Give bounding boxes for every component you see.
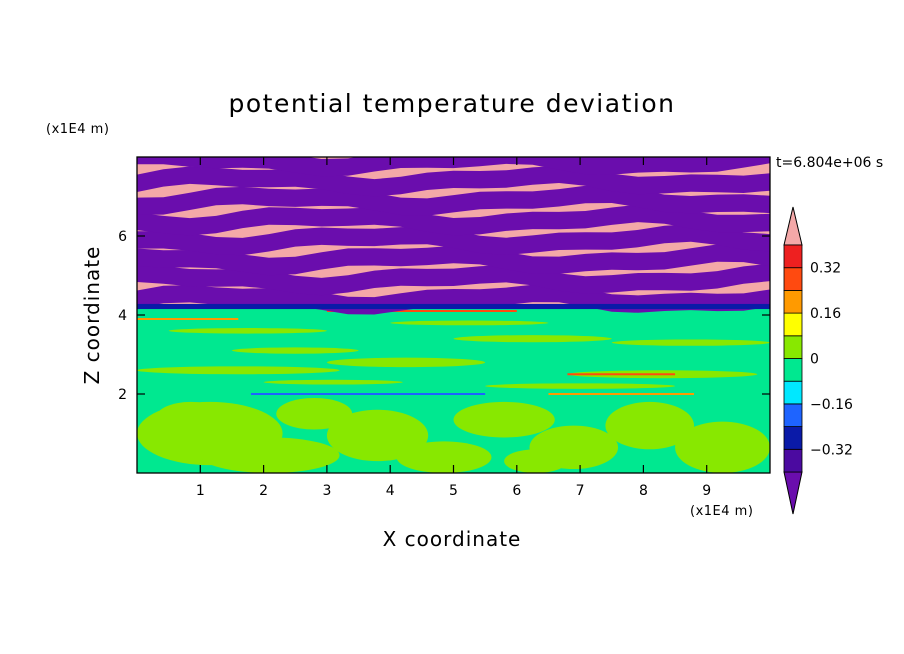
field-patch bbox=[396, 441, 492, 473]
x-tick-label: 6 bbox=[512, 483, 521, 499]
field-patch bbox=[276, 397, 353, 430]
y-tick-label: 4 bbox=[118, 308, 127, 324]
colorbar-swatch bbox=[783, 289, 803, 314]
colorbar-swatch bbox=[783, 403, 803, 427]
x-axis-unit: (x1E4 m) bbox=[690, 504, 753, 519]
field-layer bbox=[137, 244, 770, 276]
x-tick-label: 3 bbox=[322, 483, 331, 499]
colorbar-swatch bbox=[783, 312, 803, 337]
x-tick-label: 7 bbox=[576, 483, 585, 499]
colorbar-label: 0.32 bbox=[810, 261, 841, 277]
colorbar-label: 0.16 bbox=[810, 306, 841, 322]
chart-title: potential temperature deviation bbox=[229, 89, 676, 118]
field-patch bbox=[605, 401, 695, 450]
x-tick-label: 5 bbox=[449, 483, 458, 499]
field-layer bbox=[137, 157, 770, 177]
field-layer bbox=[137, 165, 770, 197]
y-tick-label: 2 bbox=[118, 387, 127, 403]
y-axis-label: Z coordinate bbox=[80, 246, 104, 385]
field-layer bbox=[137, 204, 770, 236]
field-patch bbox=[675, 421, 770, 473]
field-patch bbox=[453, 335, 612, 343]
x-tick-label: 4 bbox=[386, 483, 395, 499]
colorbar-label: −0.32 bbox=[810, 442, 853, 458]
field-patch bbox=[326, 357, 486, 368]
field-patch bbox=[504, 449, 568, 473]
field-layer bbox=[137, 185, 770, 216]
field-patch bbox=[137, 366, 340, 375]
field-patch bbox=[326, 409, 429, 462]
field-patch bbox=[453, 401, 555, 438]
x-axis-ticks: 1 2 3 4 5 6 7 8 9 bbox=[196, 157, 711, 499]
y-tick-label: 6 bbox=[118, 229, 127, 245]
colorbar-swatch bbox=[783, 244, 803, 269]
colorbar-max-arrow bbox=[783, 206, 803, 246]
colorbar-swatch bbox=[783, 358, 803, 382]
x-tick-label: 8 bbox=[639, 483, 648, 499]
colorbar-swatch bbox=[783, 335, 803, 359]
field-patch bbox=[611, 339, 770, 346]
x-tick-label: 2 bbox=[259, 483, 268, 499]
field-patch bbox=[231, 347, 359, 354]
colorbar-swatch bbox=[783, 380, 803, 405]
x-axis-label: X coordinate bbox=[383, 527, 522, 551]
field-patch bbox=[263, 379, 403, 385]
colorbar-min-arrow bbox=[783, 471, 803, 515]
contour-field bbox=[137, 157, 770, 473]
field-patch bbox=[485, 383, 676, 389]
colorbar-label: 0 bbox=[810, 352, 819, 368]
field-patch bbox=[155, 401, 226, 434]
field-patch bbox=[168, 328, 327, 334]
field-layer bbox=[137, 263, 770, 296]
y-axis-ticks: 2 4 6 bbox=[118, 229, 770, 403]
time-label: t=6.804e+06 s bbox=[776, 155, 883, 171]
field-layer bbox=[137, 224, 770, 256]
y-axis-unit: (x1E4 m) bbox=[46, 122, 109, 137]
colorbar-swatch bbox=[783, 267, 803, 291]
x-tick-label: 9 bbox=[702, 483, 711, 499]
colorbar: 0.32 0.16 0 −0.16 −0.32 bbox=[783, 206, 853, 515]
field-interface bbox=[137, 303, 770, 310]
x-tick-label: 1 bbox=[196, 483, 205, 499]
colorbar-swatch bbox=[783, 448, 803, 473]
colorbar-swatch bbox=[783, 426, 803, 450]
field-patch bbox=[200, 437, 340, 473]
field-patch bbox=[390, 320, 549, 326]
colorbar-label: −0.16 bbox=[810, 397, 853, 413]
